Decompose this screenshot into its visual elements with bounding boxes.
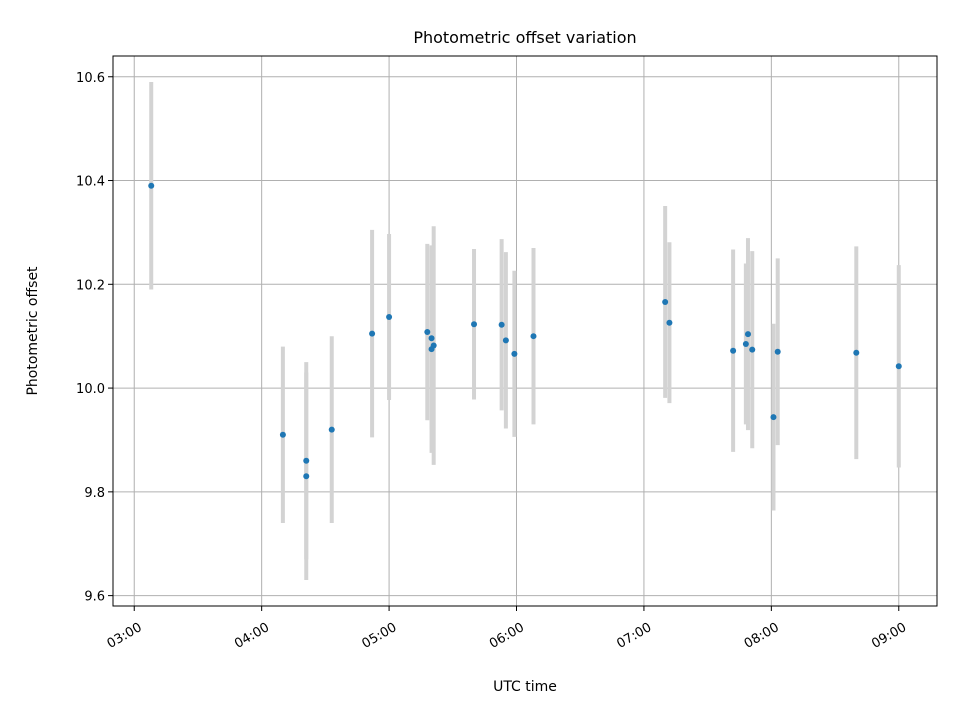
plot-frame: [112, 55, 938, 607]
data-point: [502, 337, 509, 344]
y-tick-label: 10.6: [76, 71, 105, 86]
grid: [113, 56, 937, 606]
x-tick-label: 07:00: [614, 620, 654, 652]
data-point: [430, 342, 437, 349]
data-point: [666, 319, 673, 326]
x-tick-label: 05:00: [360, 620, 400, 652]
chart-title: Photometric offset variation: [413, 28, 636, 47]
data-point: [328, 426, 335, 433]
x-tick-label: 06:00: [487, 620, 527, 652]
data-point: [895, 363, 902, 370]
data-point: [498, 321, 505, 328]
y-tick-label: 10.0: [76, 382, 105, 397]
data-point: [749, 346, 756, 353]
data-point: [511, 350, 518, 357]
data-point: [770, 414, 777, 421]
y-tick-label: 10.2: [76, 278, 105, 293]
data-point: [386, 313, 393, 320]
data-point: [742, 340, 749, 347]
x-axis-label: UTC time: [493, 679, 557, 695]
error-bars: [149, 81, 901, 581]
data-point: [369, 330, 376, 337]
data-point: [744, 331, 751, 338]
data-point: [530, 333, 537, 340]
data-point: [148, 182, 155, 189]
x-tick-label: 09:00: [869, 620, 909, 652]
y-tick-label: 9.8: [84, 486, 105, 501]
data-point: [774, 348, 781, 355]
data-point: [279, 431, 286, 438]
y-tick-label: 10.4: [76, 175, 105, 190]
data-point: [303, 473, 310, 480]
data-point: [303, 457, 310, 464]
x-tick-label: 03:00: [105, 620, 145, 652]
y-tick-label: 9.6: [84, 590, 105, 605]
y-axis-ticks: 9.6 9.8 10.0 10.2 10.4 10.6: [76, 71, 113, 605]
data-point: [428, 335, 435, 342]
data-point: [424, 329, 431, 336]
x-tick-label: 04:00: [232, 620, 272, 652]
data-point: [730, 347, 737, 354]
data-points: [148, 182, 902, 480]
data-point: [471, 321, 478, 328]
data-point: [853, 349, 860, 356]
data-point: [662, 298, 669, 305]
x-tick-label: 08:00: [742, 620, 782, 652]
x-axis-ticks: 03:00 04:00 05:00 06:00 07:00 08:00 09:00: [105, 606, 909, 652]
y-axis-label: Photometric offset: [25, 266, 41, 396]
